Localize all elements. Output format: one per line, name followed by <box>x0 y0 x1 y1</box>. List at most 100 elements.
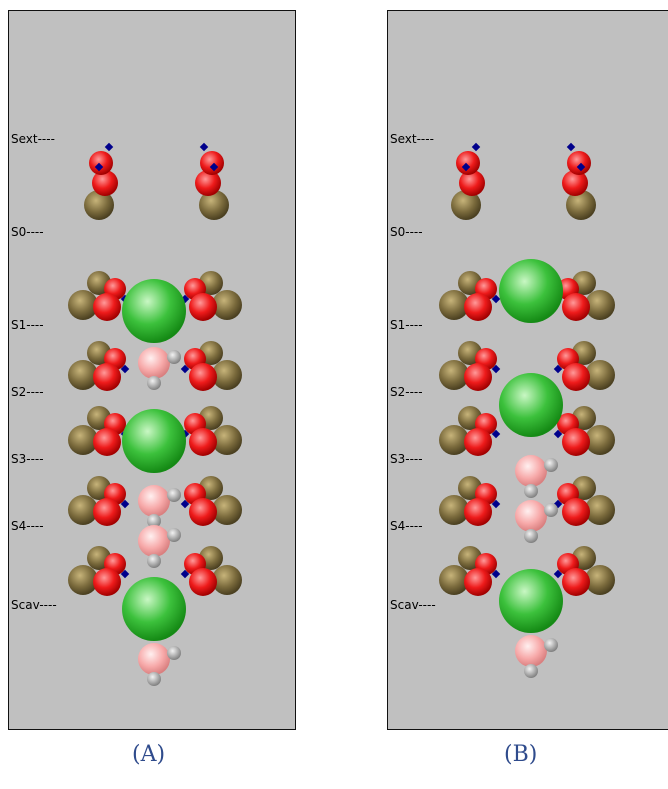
water-oxygen <box>138 347 170 379</box>
water-oxygen <box>138 525 170 557</box>
carbon-atom <box>212 425 242 455</box>
potassium-ion <box>499 569 563 633</box>
water-oxygen <box>515 635 547 667</box>
carbonyl-oxygen-atom <box>464 498 492 526</box>
site-label-s1: S1---- <box>390 318 423 332</box>
nitrogen-atom <box>199 142 209 152</box>
carbon-atom <box>439 565 469 595</box>
carbon-atom <box>585 290 615 320</box>
carbon-atom <box>212 360 242 390</box>
carbon-atom <box>212 290 242 320</box>
carbon-atom <box>68 565 98 595</box>
carbon-atom <box>585 360 615 390</box>
carbon-atom <box>439 290 469 320</box>
water-hydrogen <box>147 672 161 686</box>
carbon-atom <box>212 495 242 525</box>
carbonyl-oxygen-atom <box>562 498 590 526</box>
caption-a: (A) <box>132 742 166 767</box>
water-hydrogen <box>524 529 538 543</box>
water-hydrogen <box>147 554 161 568</box>
water-oxygen <box>138 485 170 517</box>
water-oxygen <box>515 455 547 487</box>
carbon-atom <box>199 190 229 220</box>
nitrogen-atom <box>120 364 130 374</box>
potassium-ion <box>499 373 563 437</box>
carbonyl-oxygen-atom <box>456 151 480 175</box>
nitrogen-atom <box>491 364 501 374</box>
carbonyl-oxygen-atom <box>464 293 492 321</box>
carbonyl-oxygen-atom <box>189 428 217 456</box>
carbonyl-oxygen-atom <box>93 428 121 456</box>
carbon-atom <box>212 565 242 595</box>
nitrogen-atom <box>120 499 130 509</box>
water-hydrogen <box>544 503 558 517</box>
carbonyl-oxygen-atom <box>189 498 217 526</box>
potassium-ion <box>122 577 186 641</box>
nitrogen-atom <box>566 142 576 152</box>
molecular-structure-a <box>68 142 242 686</box>
nitrogen-atom <box>180 499 190 509</box>
carbonyl-oxygen-atom <box>200 151 224 175</box>
carbonyl-oxygen-atom <box>464 568 492 596</box>
site-label-s0: S0---- <box>11 225 44 239</box>
water-hydrogen <box>147 514 161 528</box>
carbonyl-oxygen-atom <box>93 293 121 321</box>
site-label-scav: Scav---- <box>11 598 57 612</box>
carbonyl-oxygen-atom <box>562 568 590 596</box>
site-label-s0: S0---- <box>390 225 423 239</box>
site-label-s3: S3---- <box>11 452 44 466</box>
carbonyl-oxygen-atom <box>459 170 485 196</box>
nitrogen-atom <box>471 142 481 152</box>
water-hydrogen <box>524 484 538 498</box>
carbonyl-oxygen-atom <box>189 363 217 391</box>
carbon-atom <box>68 495 98 525</box>
water-hydrogen <box>544 458 558 472</box>
carbon-atom <box>566 190 596 220</box>
carbonyl-oxygen-atom <box>93 363 121 391</box>
water-hydrogen <box>167 528 181 542</box>
nitrogen-atom <box>94 162 104 172</box>
water-hydrogen <box>544 638 558 652</box>
carbon-atom <box>68 290 98 320</box>
water-hydrogen <box>167 350 181 364</box>
carbon-atom <box>585 565 615 595</box>
caption-b: (B) <box>504 742 538 767</box>
carbonyl-oxygen-atom <box>93 498 121 526</box>
carbon-atom <box>439 425 469 455</box>
panel-b: Sext---- S0---- S1---- S2---- S3---- S4-… <box>387 10 668 730</box>
water-oxygen <box>138 643 170 675</box>
site-label-s2: S2---- <box>11 385 44 399</box>
site-label-sext: Sext---- <box>390 132 434 146</box>
nitrogen-atom <box>104 142 114 152</box>
carbonyl-oxygen-atom <box>89 151 113 175</box>
carbonyl-oxygen-atom <box>195 170 221 196</box>
carbonyl-oxygen-atom <box>567 151 591 175</box>
carbonyl-oxygen-atom <box>189 293 217 321</box>
water-oxygen <box>515 500 547 532</box>
nitrogen-atom <box>491 569 501 579</box>
water-hydrogen <box>167 488 181 502</box>
carbonyl-oxygen-atom <box>562 428 590 456</box>
carbon-atom <box>451 190 481 220</box>
molecular-structure-b <box>439 142 615 678</box>
carbonyl-oxygen-atom <box>92 170 118 196</box>
site-label-s2: S2---- <box>390 385 423 399</box>
potassium-ion <box>122 279 186 343</box>
carbonyl-oxygen-atom <box>464 363 492 391</box>
site-label-s4: S4---- <box>11 519 44 533</box>
site-label-s1: S1---- <box>11 318 44 332</box>
carbon-atom <box>84 190 114 220</box>
nitrogen-atom <box>553 429 563 439</box>
water-hydrogen <box>147 376 161 390</box>
carbonyl-oxygen-atom <box>562 363 590 391</box>
site-label-scav: Scav---- <box>390 598 436 612</box>
carbonyl-oxygen-atom <box>562 170 588 196</box>
nitrogen-atom <box>491 429 501 439</box>
site-label-s4: S4---- <box>390 519 423 533</box>
nitrogen-atom <box>491 294 501 304</box>
nitrogen-atom <box>553 364 563 374</box>
carbonyl-oxygen-atom <box>189 568 217 596</box>
carbonyl-oxygen-atom <box>562 293 590 321</box>
nitrogen-atom <box>180 364 190 374</box>
carbonyl-oxygen-atom <box>93 568 121 596</box>
